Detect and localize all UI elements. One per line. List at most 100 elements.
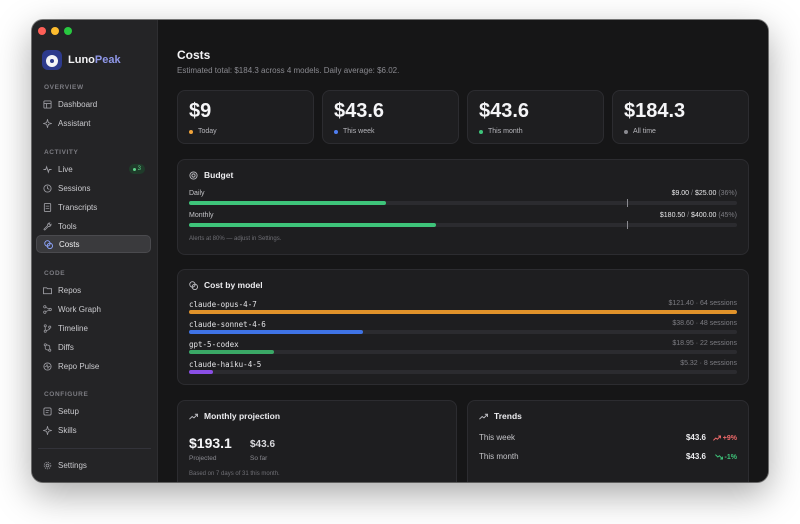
sidebar-item-sessions[interactable]: Sessions	[36, 179, 151, 197]
stat-value: $43.6	[334, 100, 385, 122]
brand-name: LunoPeak	[68, 54, 121, 66]
pulse-circle-icon	[43, 361, 52, 371]
sidebar-item-label: Repo Pulse	[58, 361, 100, 371]
model-name: claude-sonnet-4-6	[189, 320, 266, 329]
brand[interactable]: LunoPeak	[42, 50, 121, 70]
budget-daily-bar	[189, 199, 737, 207]
budget-title: Budget	[204, 170, 234, 180]
minimize-window-button[interactable]	[51, 27, 59, 35]
budget-daily-label: Daily	[189, 190, 205, 197]
branch-icon	[43, 323, 52, 333]
model-meta: $121.40 · 64 sessions	[668, 300, 738, 307]
so-far-caption: So far	[250, 455, 268, 462]
model-name: claude-haiku-4-5	[189, 360, 262, 369]
budget-daily-fill	[189, 201, 387, 205]
stat-card-all-time: $184.3 All time	[612, 90, 749, 144]
sidebar-item-label: Skills	[58, 425, 77, 435]
trends-header: Trends	[479, 411, 522, 421]
graph-icon	[43, 304, 52, 314]
sidebar-item-work-graph[interactable]: Work Graph	[36, 300, 151, 318]
projected-value: $193.1	[189, 435, 232, 451]
coins-icon	[189, 280, 198, 290]
sidebar-item-transcripts[interactable]: Transcripts	[36, 198, 151, 216]
model-name: claude-opus-4-7	[189, 300, 257, 309]
pulse-icon	[43, 164, 52, 174]
sidebar-item-dashboard[interactable]: Dashboard	[36, 95, 151, 113]
budget-footnote: Alerts at 80% — adjust in Settings.	[189, 236, 282, 242]
monthly-projection-title: Monthly projection	[204, 411, 281, 421]
model-cost-fill	[189, 330, 364, 334]
sidebar: LunoPeak OVERVIEW Dashboard Assistant AC…	[32, 20, 158, 482]
sidebar-item-label: Work Graph	[58, 304, 101, 314]
cost-by-model-card: Cost by model claude-opus-4-7 $121.40 · …	[177, 269, 749, 385]
stat-label: This week	[334, 128, 375, 135]
sidebar-item-label: Setup	[58, 406, 79, 416]
sidebar-item-label: Settings	[58, 460, 87, 470]
model-cost-bar	[189, 350, 737, 354]
sidebar-item-tools[interactable]: Tools	[36, 217, 151, 235]
gear-icon	[43, 461, 52, 470]
sidebar-item-costs[interactable]: Costs	[36, 235, 151, 253]
trend-up-icon	[189, 413, 198, 420]
sidebar-item-label: Timeline	[58, 323, 88, 333]
stat-dot	[189, 129, 193, 134]
trends-title: Trends	[494, 411, 522, 421]
section-label-overview: OVERVIEW	[44, 84, 84, 91]
page-subtitle: Estimated total: $184.3 across 4 models.…	[177, 66, 400, 75]
section-label-activity: ACTIVITY	[44, 149, 79, 156]
stat-label: Today	[189, 128, 217, 135]
budget-monthly-label: Monthly	[189, 212, 214, 219]
sparkle-icon	[43, 118, 52, 128]
budget-card: Budget Daily $9.00 / $25.00 (36%) Monthl…	[177, 159, 749, 255]
model-meta: $38.60 · 48 sessions	[672, 320, 737, 327]
budget-header: Budget	[189, 170, 233, 180]
live-count-badge: 3	[128, 164, 145, 174]
model-name: gpt-5-codex	[189, 340, 239, 349]
monthly-projection-card: Monthly projection $193.1 $43.6 Projecte…	[177, 400, 457, 482]
sidebar-item-label: Sessions	[58, 183, 91, 193]
trend-up-icon	[479, 413, 488, 420]
model-cost-bar	[189, 330, 737, 334]
stat-card-today: $9 Today	[177, 90, 314, 144]
sidebar-item-repo-pulse[interactable]: Repo Pulse	[36, 357, 151, 375]
monthly-projection-header: Monthly projection	[189, 411, 280, 421]
stat-dot	[624, 129, 628, 134]
sidebar-item-diffs[interactable]: Diffs	[36, 338, 151, 356]
stat-label: All time	[624, 128, 656, 135]
app-window: LunoPeak OVERVIEW Dashboard Assistant AC…	[32, 20, 768, 482]
close-window-button[interactable]	[38, 27, 46, 35]
coins-icon	[44, 239, 53, 249]
dashboard-icon	[43, 99, 52, 109]
trend-delta: -1%	[714, 453, 737, 461]
projected-caption: Projected	[189, 455, 217, 462]
clock-icon	[43, 183, 52, 193]
section-label-configure: CONFIGURE	[44, 391, 89, 398]
sidebar-item-label: Repos	[58, 285, 82, 295]
stat-dot	[479, 129, 483, 134]
sidebar-item-setup[interactable]: Setup	[36, 402, 151, 420]
diff-icon	[43, 342, 52, 352]
cost-by-model-header: Cost by model	[189, 280, 263, 290]
budget-monthly-fill	[189, 223, 436, 227]
sidebar-item-label: Costs	[59, 239, 80, 249]
model-cost-fill	[189, 350, 275, 354]
stat-card-week: $43.6 This week	[322, 90, 459, 144]
sidebar-item-label: Dashboard	[58, 99, 98, 109]
brand-logo-icon	[42, 50, 62, 70]
sidebar-item-assistant[interactable]: Assistant	[36, 114, 151, 132]
model-meta: $5.32 · 8 sessions	[680, 360, 737, 367]
sidebar-divider	[38, 448, 151, 449]
trend-up-icon	[712, 435, 721, 441]
trends-card: Trends This week $43.6 +9% This month $4…	[467, 400, 749, 482]
stat-value: $43.6	[479, 100, 530, 122]
stat-label: This month	[479, 128, 523, 135]
sidebar-item-settings[interactable]: Settings	[36, 456, 151, 474]
sidebar-item-timeline[interactable]: Timeline	[36, 319, 151, 337]
sidebar-item-repos[interactable]: Repos	[36, 281, 151, 299]
zoom-window-button[interactable]	[64, 27, 72, 35]
sidebar-item-skills[interactable]: Skills	[36, 421, 151, 439]
wrench-icon	[43, 221, 52, 231]
sidebar-item-live[interactable]: Live 3	[36, 160, 151, 178]
sidebar-item-label: Diffs	[58, 342, 74, 352]
model-cost-fill	[189, 310, 737, 314]
